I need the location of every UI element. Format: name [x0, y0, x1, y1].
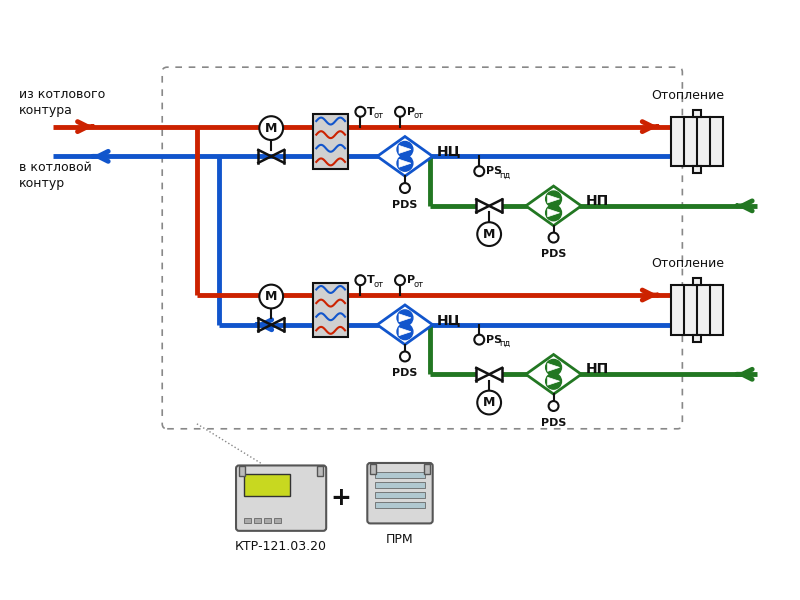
Circle shape — [400, 183, 410, 193]
Circle shape — [259, 116, 283, 140]
Polygon shape — [526, 355, 582, 394]
Text: НП: НП — [586, 194, 609, 208]
Circle shape — [397, 155, 413, 171]
Circle shape — [546, 359, 562, 375]
Text: PDS: PDS — [392, 368, 418, 379]
Circle shape — [478, 222, 501, 246]
Text: КТР-121.03.20: КТР-121.03.20 — [235, 540, 327, 553]
Bar — [264, 518, 270, 523]
FancyBboxPatch shape — [236, 466, 326, 531]
FancyBboxPatch shape — [367, 463, 433, 523]
Bar — [424, 464, 430, 474]
Bar — [671, 117, 723, 166]
Text: M: M — [483, 396, 495, 409]
Bar — [375, 492, 425, 497]
Circle shape — [474, 335, 484, 344]
Text: Отопление: Отопление — [651, 89, 724, 102]
Circle shape — [546, 373, 562, 389]
Circle shape — [259, 284, 283, 308]
Polygon shape — [378, 137, 433, 176]
Text: НЦ: НЦ — [437, 145, 461, 158]
Text: +: + — [330, 486, 351, 510]
Text: от: от — [414, 280, 423, 289]
Text: НП: НП — [586, 362, 609, 376]
Polygon shape — [548, 195, 559, 203]
Text: P: P — [407, 107, 415, 117]
Text: PDS: PDS — [541, 250, 566, 259]
Text: Отопление: Отопление — [651, 257, 724, 270]
Polygon shape — [399, 160, 411, 167]
Circle shape — [395, 107, 405, 117]
Bar — [694, 335, 701, 341]
Text: от: от — [374, 280, 384, 289]
Circle shape — [474, 166, 484, 176]
Text: M: M — [265, 290, 278, 303]
Bar — [314, 114, 348, 169]
Text: T: T — [367, 275, 375, 285]
Circle shape — [355, 275, 366, 285]
Bar — [314, 283, 348, 337]
Bar — [694, 110, 701, 117]
Polygon shape — [548, 209, 559, 217]
Circle shape — [549, 233, 558, 242]
Text: от: от — [374, 111, 384, 120]
Bar — [694, 166, 701, 173]
Circle shape — [546, 205, 562, 221]
Text: пд: пд — [499, 339, 510, 348]
Text: M: M — [265, 122, 278, 134]
Text: PDS: PDS — [392, 200, 418, 210]
Text: T: T — [367, 107, 375, 117]
Text: ПРМ: ПРМ — [386, 533, 414, 546]
Circle shape — [355, 107, 366, 117]
Text: M: M — [483, 227, 495, 241]
Text: пд: пд — [499, 170, 510, 179]
Text: из котлового
контура: из котлового контура — [18, 88, 105, 117]
Circle shape — [546, 191, 562, 207]
Bar — [244, 518, 251, 523]
Bar — [375, 482, 425, 488]
Bar — [318, 466, 323, 476]
Text: НЦ: НЦ — [437, 313, 461, 327]
Bar — [254, 518, 261, 523]
Text: P: P — [407, 275, 415, 285]
Text: PS: PS — [486, 335, 502, 344]
Bar — [274, 518, 281, 523]
Circle shape — [549, 401, 558, 411]
Circle shape — [397, 324, 413, 340]
Text: от: от — [414, 111, 423, 120]
Polygon shape — [378, 305, 433, 344]
Bar — [375, 502, 425, 508]
Bar — [239, 466, 245, 476]
Polygon shape — [526, 186, 582, 226]
Polygon shape — [399, 145, 411, 154]
Bar — [671, 285, 723, 335]
Bar — [375, 472, 425, 478]
Polygon shape — [548, 364, 559, 371]
Text: PDS: PDS — [541, 418, 566, 428]
Bar — [244, 473, 290, 496]
Circle shape — [397, 310, 413, 326]
Text: в котловой
контур: в котловой контур — [18, 161, 91, 190]
Bar — [694, 278, 701, 285]
Polygon shape — [399, 328, 411, 335]
Polygon shape — [548, 377, 559, 385]
Circle shape — [400, 352, 410, 361]
Circle shape — [478, 391, 501, 415]
Text: PS: PS — [486, 166, 502, 176]
Circle shape — [395, 275, 405, 285]
Circle shape — [397, 142, 413, 157]
Polygon shape — [399, 314, 411, 322]
Bar — [370, 464, 376, 474]
